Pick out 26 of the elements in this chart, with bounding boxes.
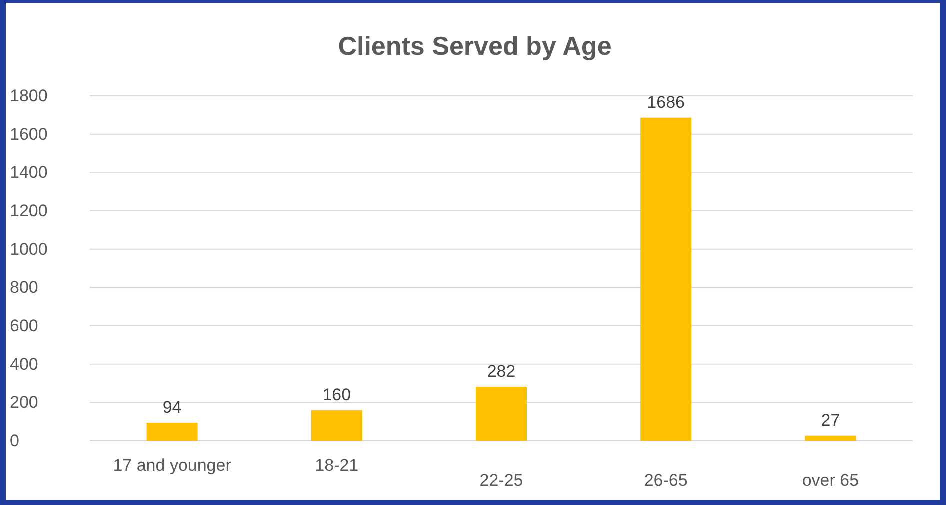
data-label: 1686 [647, 92, 686, 112]
y-tick-label: 600 [10, 316, 38, 336]
y-tick-label: 1800 [10, 86, 48, 106]
y-tick-label: 0 [10, 431, 20, 450]
x-tick-label: 26-65 [644, 471, 688, 490]
data-label: 160 [322, 385, 352, 404]
y-tick-label: 400 [10, 354, 38, 374]
x-tick-label: 17 and younger [113, 456, 232, 475]
x-tick-label: over 65 [802, 471, 860, 490]
bar [146, 422, 198, 441]
bar [640, 118, 692, 441]
bar [311, 410, 362, 441]
y-tick-label: 1400 [10, 163, 48, 182]
y-tick-label: 800 [10, 278, 38, 298]
bar [805, 436, 856, 441]
y-tick-label: 1600 [10, 124, 48, 144]
y-tick-label: 1200 [10, 201, 48, 220]
x-tick-label: 18-21 [315, 456, 359, 475]
x-tick-label: 22-25 [480, 471, 524, 490]
chart-title: Clients Served by Age [338, 31, 612, 61]
data-label: 27 [821, 410, 840, 430]
bar [476, 386, 528, 441]
y-tick-label: 200 [10, 393, 38, 412]
y-tick-label: 1000 [10, 240, 48, 259]
data-label: 282 [487, 362, 516, 381]
data-label: 94 [162, 398, 182, 417]
